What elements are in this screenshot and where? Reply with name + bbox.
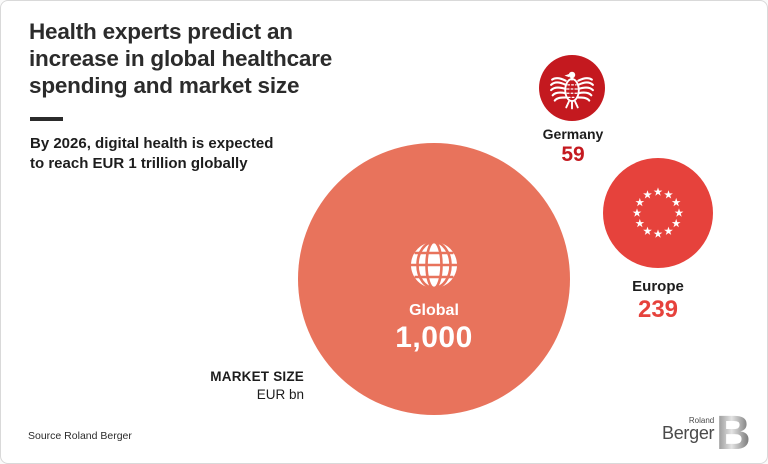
market-size-unit: EUR bn (256, 387, 304, 402)
bubble-europe (603, 158, 713, 268)
subtitle-line-2: to reach EUR 1 trillion globally (30, 155, 248, 172)
bubble-global: Global 1,000 (298, 143, 570, 415)
roland-berger-b-icon: B (717, 413, 749, 451)
bubble-global-label: Global (409, 302, 459, 319)
page-title: Health experts predict an increase in gl… (29, 18, 389, 99)
logo-roland-text: Roland (688, 416, 715, 425)
market-size-title: MARKET SIZE (210, 369, 304, 384)
title-line-2: increase in global healthcare (29, 46, 333, 71)
svg-text:B: B (717, 413, 749, 451)
source-note: Source Roland Berger (28, 430, 132, 442)
market-size-label: MARKET SIZE EUR bn (159, 369, 304, 402)
german-eagle-icon (550, 71, 594, 110)
globe-icon (411, 240, 457, 290)
subtitle-line-1: By 2026, digital health is expected (30, 135, 274, 152)
subtitle: By 2026, digital health is expected to r… (30, 134, 273, 174)
bubble-global-value: 1,000 (395, 321, 473, 354)
eu-stars-icon (632, 187, 684, 238)
roland-berger-logo: Roland Berger B (662, 413, 749, 451)
bubble-germany-label: Germany (542, 126, 604, 142)
bubble-europe-label: Europe (632, 278, 684, 295)
bubble-germany (539, 55, 605, 121)
logo-berger-text: Berger (662, 423, 715, 443)
title-line-3: spending and market size (29, 73, 300, 98)
roland-berger-wordmark: Roland Berger (662, 413, 715, 443)
bubble-germany-value: 59 (561, 143, 585, 166)
title-divider (30, 117, 63, 121)
bubble-europe-value: 239 (637, 296, 679, 323)
title-line-1: Health experts predict an (29, 19, 293, 44)
